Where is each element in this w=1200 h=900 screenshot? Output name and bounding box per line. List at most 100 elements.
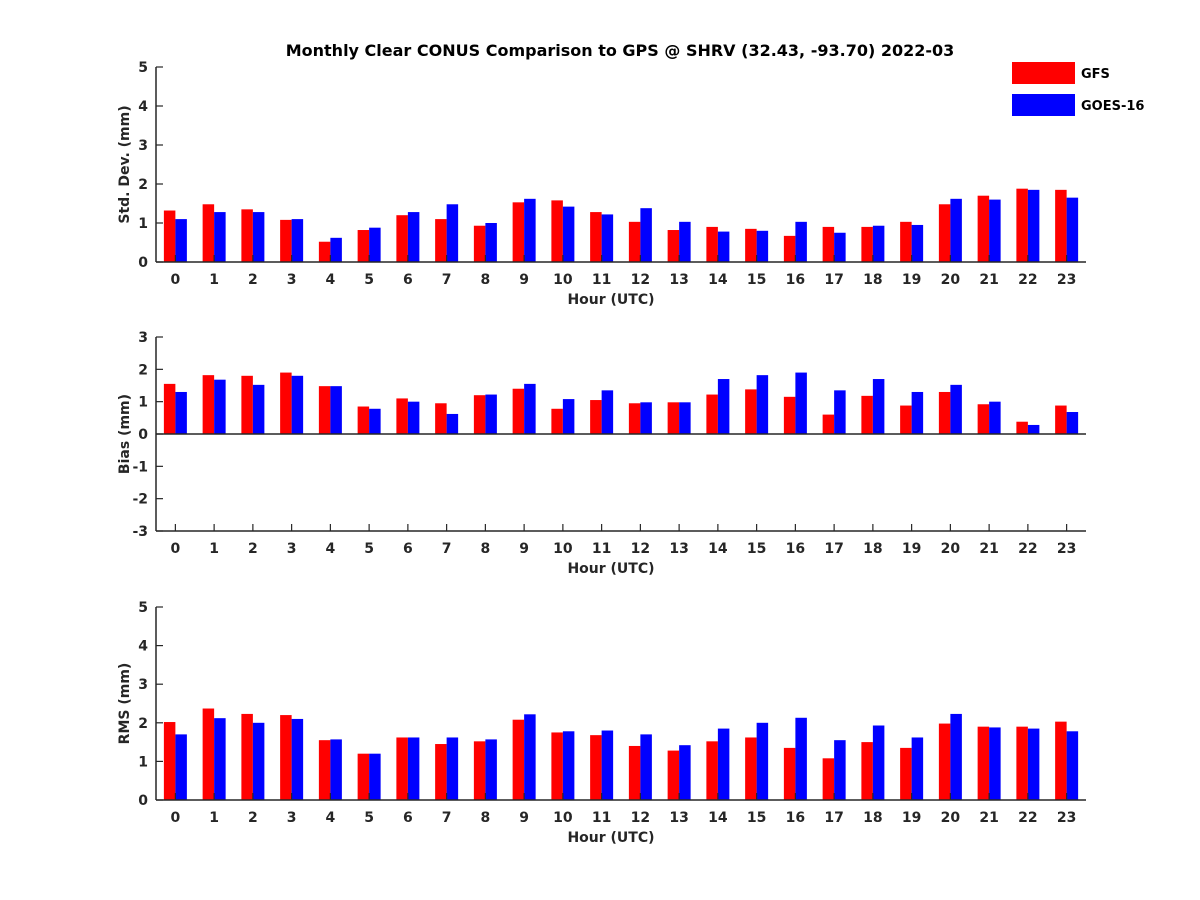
x-tick-label-std-3: 3 [287, 272, 297, 288]
bar-bias-goes16-11 [601, 390, 614, 434]
y-tick-label-std-2: 2 [138, 177, 148, 193]
bar-rms-gfs-22 [1016, 726, 1028, 800]
x-tick-label-std-23: 23 [1057, 272, 1076, 288]
bar-bias-goes16-20 [950, 384, 962, 434]
x-tick-label-bias-8: 8 [481, 541, 491, 557]
x-tick-label-bias-12: 12 [631, 541, 650, 557]
bar-rms-gfs-15 [745, 737, 757, 800]
bar-std-gfs-3 [280, 219, 292, 262]
x-tick-label-rms-2: 2 [248, 810, 258, 826]
x-tick-label-std-17: 17 [824, 272, 843, 288]
bar-bias-goes16-15 [756, 375, 769, 434]
bar-std-goes16-4 [330, 237, 342, 262]
bar-bias-goes16-18 [872, 379, 885, 434]
y-tick-label-rms-3: 3 [138, 677, 148, 693]
x-tick-label-std-18: 18 [863, 272, 882, 288]
y-axis-label-std: Std. Dev. (mm) [117, 105, 133, 223]
x-tick-label-rms-10: 10 [553, 810, 573, 826]
bar-bias-goes16-5 [369, 408, 381, 434]
y-tick-label-bias-2: 2 [138, 362, 148, 378]
y-tick-label-bias--1: -1 [132, 459, 148, 475]
bar-bias-gfs-23 [1055, 405, 1067, 434]
bar-std-goes16-16 [795, 221, 807, 262]
bar-bias-goes16-17 [834, 390, 846, 434]
bar-bias-goes16-10 [562, 399, 575, 434]
x-tick-label-std-19: 19 [902, 272, 921, 288]
x-tick-label-rms-1: 1 [209, 810, 219, 826]
x-tick-label-std-10: 10 [553, 272, 573, 288]
bar-bias-gfs-17 [822, 414, 835, 434]
bar-rms-gfs-3 [280, 715, 292, 800]
bar-std-gfs-12 [628, 221, 641, 262]
y-tick-label-bias-3: 3 [138, 330, 148, 346]
bar-std-goes16-10 [562, 206, 575, 262]
bar-rms-gfs-2 [241, 713, 253, 800]
bar-std-gfs-17 [822, 226, 835, 262]
bar-std-gfs-2 [241, 209, 253, 262]
bar-rms-goes16-10 [562, 731, 575, 800]
bar-std-goes16-8 [485, 223, 497, 262]
x-tick-label-rms-3: 3 [287, 810, 297, 826]
y-tick-label-rms-5: 5 [138, 600, 148, 616]
y-tick-label-rms-4: 4 [138, 639, 148, 655]
legend-swatch-goes16 [1012, 94, 1075, 116]
bar-bias-gfs-16 [783, 396, 796, 434]
x-axis-label-rms: Hour (UTC) [567, 830, 654, 846]
bar-bias-gfs-0 [163, 383, 176, 434]
x-tick-label-std-15: 15 [747, 272, 766, 288]
x-tick-label-rms-14: 14 [708, 810, 728, 826]
y-tick-label-std-3: 3 [138, 138, 148, 154]
chart-title: Monthly Clear CONUS Comparison to GPS @ … [286, 41, 955, 60]
y-tick-label-std-5: 5 [138, 60, 148, 76]
bar-rms-gfs-1 [202, 708, 215, 800]
bar-bias-goes16-4 [330, 386, 342, 434]
y-tick-label-bias-1: 1 [138, 395, 148, 411]
x-tick-label-rms-21: 21 [979, 810, 998, 826]
bar-std-goes16-14 [717, 231, 730, 262]
bar-rms-goes16-5 [369, 753, 381, 800]
bar-std-gfs-23 [1055, 189, 1067, 262]
bar-bias-gfs-11 [590, 400, 602, 434]
bar-bias-gfs-21 [977, 404, 990, 434]
x-tick-label-bias-9: 9 [519, 541, 529, 557]
x-tick-label-rms-12: 12 [631, 810, 650, 826]
x-tick-label-std-22: 22 [1018, 272, 1037, 288]
x-tick-label-bias-14: 14 [708, 541, 728, 557]
bar-rms-gfs-5 [357, 753, 370, 800]
bar-std-goes16-21 [989, 199, 1001, 262]
bar-rms-gfs-0 [163, 722, 176, 800]
x-tick-label-std-14: 14 [708, 272, 728, 288]
x-tick-label-std-1: 1 [209, 272, 219, 288]
bar-bias-goes16-12 [640, 402, 652, 434]
bar-rms-gfs-11 [590, 735, 602, 800]
y-axis-label-rms: RMS (mm) [117, 663, 133, 745]
x-tick-label-bias-0: 0 [171, 541, 181, 557]
bar-bias-goes16-9 [524, 383, 536, 434]
bar-rms-goes16-0 [175, 734, 187, 800]
bar-bias-gfs-22 [1016, 421, 1028, 434]
x-tick-label-bias-11: 11 [592, 541, 611, 557]
x-tick-label-std-11: 11 [592, 272, 611, 288]
x-tick-label-std-8: 8 [481, 272, 491, 288]
bar-std-goes16-13 [679, 221, 691, 262]
x-tick-label-bias-20: 20 [941, 541, 961, 557]
bar-bias-goes16-2 [252, 384, 265, 434]
bar-rms-gfs-10 [551, 732, 563, 800]
bar-bias-gfs-1 [202, 375, 215, 434]
bar-rms-goes16-15 [756, 722, 769, 800]
y-tick-label-rms-1: 1 [138, 754, 148, 770]
bar-rms-gfs-13 [667, 750, 680, 800]
bar-rms-gfs-12 [628, 745, 641, 800]
x-tick-label-bias-17: 17 [824, 541, 843, 557]
bar-bias-goes16-7 [446, 413, 459, 434]
bar-rms-goes16-13 [679, 745, 691, 800]
bar-rms-goes16-4 [330, 739, 342, 800]
bar-std-goes16-5 [369, 227, 381, 262]
x-tick-label-bias-19: 19 [902, 541, 921, 557]
x-tick-label-std-6: 6 [403, 272, 413, 288]
bar-std-gfs-13 [667, 230, 680, 262]
x-tick-label-bias-3: 3 [287, 541, 297, 557]
